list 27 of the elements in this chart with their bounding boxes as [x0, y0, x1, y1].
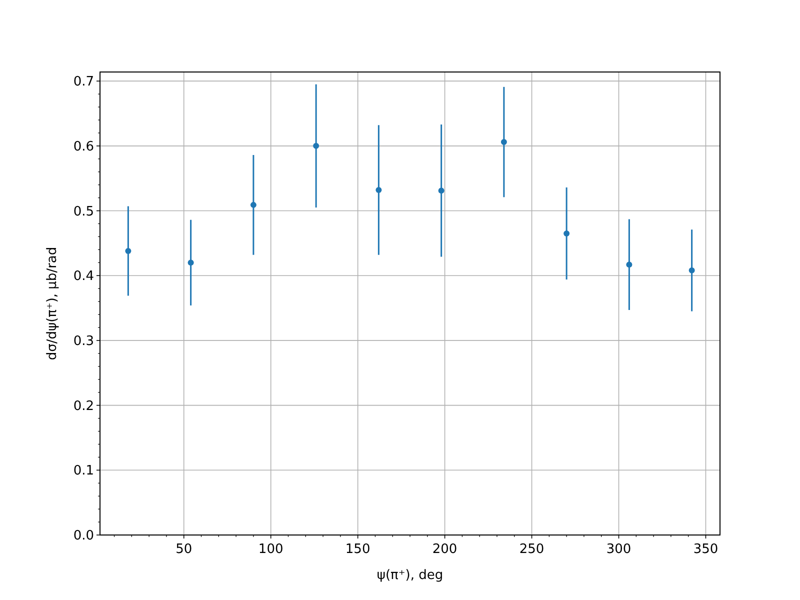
- x-tick-label: 150: [345, 542, 370, 557]
- y-tick-label: 0.1: [73, 464, 94, 479]
- y-tick-label: 0.3: [73, 334, 94, 350]
- point: [564, 230, 570, 236]
- point: [313, 142, 320, 149]
- point: [500, 139, 507, 146]
- x-tick-label: 250: [519, 542, 544, 557]
- x-tick-label: 300: [606, 542, 632, 557]
- y-tick-label: 0.5: [73, 204, 94, 220]
- point: [250, 202, 256, 208]
- point: [376, 187, 382, 194]
- y-tick-label: 0.7: [73, 74, 94, 90]
- y-tick-label: 0.0: [73, 528, 94, 544]
- y-tick-label: 0.6: [73, 139, 94, 154]
- x-tick-label: 100: [258, 542, 284, 557]
- point: [188, 260, 194, 266]
- point: [626, 262, 632, 268]
- point: [688, 267, 695, 274]
- point: [125, 248, 132, 254]
- y-axis-title: dσ/dψ(π⁺), μb/rad: [45, 246, 60, 360]
- y-tick-label: 0.2: [73, 398, 94, 414]
- point: [438, 188, 444, 194]
- x-tick-label: 50: [176, 542, 192, 557]
- x-tick-label: 200: [432, 542, 458, 557]
- x-axis-title: ψ(π⁺), deg: [376, 568, 444, 583]
- y-tick-label: 0.4: [73, 269, 94, 284]
- x-tick-label: 350: [693, 542, 718, 557]
